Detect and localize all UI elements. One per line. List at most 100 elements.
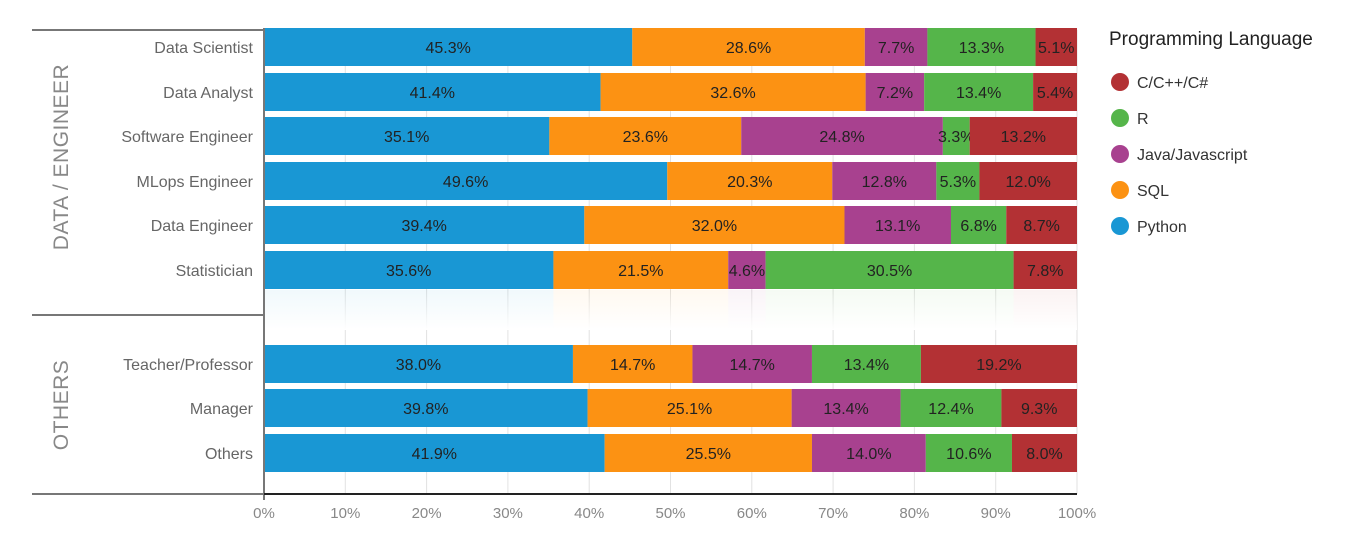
legend-swatch (1111, 181, 1129, 199)
data-label: 5.1% (1038, 40, 1074, 57)
data-label: 25.1% (667, 401, 712, 418)
bar-segment-python (264, 117, 550, 155)
data-label: 39.8% (403, 401, 448, 418)
bar-segment-r (927, 28, 1036, 66)
x-tick-label: 10% (330, 505, 360, 522)
bar-segment-sql (667, 162, 833, 200)
bar-segment-r (811, 345, 921, 383)
bar-segment-r (765, 251, 1014, 289)
category-label: MLops Engineer (136, 174, 253, 191)
data-label: 28.6% (726, 40, 771, 57)
category-label: Statistician (176, 263, 253, 280)
data-label: 12.0% (1006, 174, 1051, 191)
data-label: 8.7% (1023, 218, 1059, 235)
data-label: 45.3% (425, 40, 470, 57)
data-label: 6.8% (960, 218, 996, 235)
data-label: 25.5% (686, 446, 731, 463)
category-label: Data Engineer (151, 218, 254, 235)
bar-segment-sql (587, 389, 792, 427)
bar-segment-r (924, 73, 1034, 111)
data-label: 12.8% (862, 174, 907, 191)
bar-segment-java-javascript (728, 251, 766, 289)
group-label: OTHERS (50, 360, 73, 451)
category-label: Others (205, 446, 253, 463)
x-tick-label: 0% (253, 505, 275, 522)
data-label: 13.1% (875, 218, 920, 235)
category-label: Data Analyst (163, 85, 253, 102)
bar-segment-java-javascript (811, 434, 926, 472)
bar-segment-r (942, 117, 970, 155)
data-label: 9.3% (1021, 401, 1057, 418)
bar-segment-java-javascript (844, 206, 951, 244)
legend-item: C/C++/C# (1137, 75, 1208, 92)
x-tick-label: 20% (412, 505, 442, 522)
data-label: 7.7% (878, 40, 914, 57)
data-label: 7.8% (1027, 263, 1063, 280)
data-label: 19.2% (976, 357, 1021, 374)
bar-segment-java-javascript (832, 162, 937, 200)
group-label: DATA / ENGINEER (50, 64, 73, 250)
bar-segment-sql (584, 206, 845, 244)
data-label: 41.9% (412, 446, 457, 463)
bar-segment-sql (604, 434, 812, 472)
data-label: 4.6% (729, 263, 765, 280)
bar-segment-c-c-c- (1013, 251, 1077, 289)
bar-segment-r (925, 434, 1012, 472)
bar-segment-python (264, 434, 605, 472)
reflection-fade (264, 290, 1077, 330)
bar-segment-python (264, 162, 668, 200)
bar-segment-c-c-c- (979, 162, 1077, 200)
data-label: 41.4% (410, 85, 455, 102)
bar-segment-python (264, 251, 554, 289)
data-label: 5.3% (940, 174, 976, 191)
x-tick-label: 80% (899, 505, 929, 522)
legend-title: Programming Language (1109, 29, 1313, 50)
x-tick-label: 90% (981, 505, 1011, 522)
legend-swatch (1111, 145, 1129, 163)
x-tick-label: 30% (493, 505, 523, 522)
bar-segment-python (264, 73, 601, 111)
data-label: 20.3% (727, 174, 772, 191)
data-label: 24.8% (819, 129, 864, 146)
x-tick-label: 50% (655, 505, 685, 522)
data-label: 32.0% (692, 218, 737, 235)
data-label: 49.6% (443, 174, 488, 191)
bar-segment-c-c-c- (920, 345, 1077, 383)
x-tick-label: 40% (574, 505, 604, 522)
legend-swatch (1111, 109, 1129, 127)
data-label: 3.3% (938, 129, 974, 146)
data-label: 7.2% (877, 85, 913, 102)
data-label: 12.4% (928, 401, 973, 418)
data-label: 23.6% (623, 129, 668, 146)
data-label: 10.6% (946, 446, 991, 463)
bar-segment-python (264, 389, 588, 427)
category-label: Teacher/Professor (123, 357, 254, 374)
data-label: 35.6% (386, 263, 431, 280)
bar-segment-java-javascript (741, 117, 943, 155)
bar-segment-sql (632, 28, 865, 66)
category-label: Software Engineer (121, 129, 253, 146)
bar-segment-python (264, 345, 573, 383)
bar-segment-python (264, 206, 585, 244)
legend-item: Java/Javascript (1137, 147, 1248, 164)
data-label: 14.0% (846, 446, 891, 463)
category-label: Data Scientist (154, 40, 253, 57)
bar-segment-sql (549, 117, 742, 155)
data-label: 13.4% (823, 401, 868, 418)
data-label: 21.5% (618, 263, 663, 280)
data-label: 30.5% (867, 263, 912, 280)
legend-item: Python (1137, 219, 1187, 236)
bar-segment-r (900, 389, 1002, 427)
legend-swatch (1111, 73, 1129, 91)
bar-segment-sql (572, 345, 693, 383)
category-label: Manager (190, 401, 254, 418)
data-label: 14.7% (610, 357, 655, 374)
data-label: 39.4% (401, 218, 446, 235)
bar-segment-java-javascript (864, 28, 928, 66)
bar-segment-sql (600, 73, 866, 111)
bar-segment-r (950, 206, 1007, 244)
data-label: 13.2% (1001, 129, 1046, 146)
legend-item: R (1137, 111, 1149, 128)
bar-segment-c-c-c- (1035, 28, 1077, 66)
